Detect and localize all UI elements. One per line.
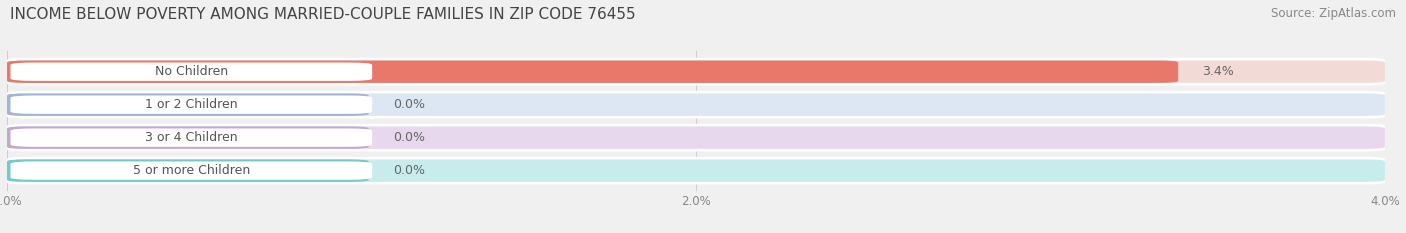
FancyBboxPatch shape bbox=[7, 159, 368, 182]
FancyBboxPatch shape bbox=[7, 93, 1385, 116]
FancyBboxPatch shape bbox=[7, 61, 1385, 83]
Text: 3.4%: 3.4% bbox=[1202, 65, 1234, 78]
Text: 0.0%: 0.0% bbox=[392, 131, 425, 144]
FancyBboxPatch shape bbox=[7, 58, 1385, 86]
Text: 3 or 4 Children: 3 or 4 Children bbox=[145, 131, 238, 144]
FancyBboxPatch shape bbox=[10, 128, 373, 147]
FancyBboxPatch shape bbox=[7, 61, 1178, 83]
Text: 0.0%: 0.0% bbox=[392, 164, 425, 177]
Text: 0.0%: 0.0% bbox=[392, 98, 425, 111]
Text: 1 or 2 Children: 1 or 2 Children bbox=[145, 98, 238, 111]
FancyBboxPatch shape bbox=[7, 124, 1385, 151]
Text: Source: ZipAtlas.com: Source: ZipAtlas.com bbox=[1271, 7, 1396, 20]
FancyBboxPatch shape bbox=[10, 161, 373, 180]
FancyBboxPatch shape bbox=[7, 157, 1385, 185]
FancyBboxPatch shape bbox=[10, 96, 373, 114]
FancyBboxPatch shape bbox=[7, 91, 1385, 119]
FancyBboxPatch shape bbox=[7, 127, 1385, 149]
Text: No Children: No Children bbox=[155, 65, 228, 78]
Text: INCOME BELOW POVERTY AMONG MARRIED-COUPLE FAMILIES IN ZIP CODE 76455: INCOME BELOW POVERTY AMONG MARRIED-COUPL… bbox=[10, 7, 636, 22]
FancyBboxPatch shape bbox=[7, 93, 368, 116]
Text: 5 or more Children: 5 or more Children bbox=[132, 164, 250, 177]
FancyBboxPatch shape bbox=[7, 159, 1385, 182]
FancyBboxPatch shape bbox=[10, 62, 373, 81]
FancyBboxPatch shape bbox=[7, 127, 368, 149]
